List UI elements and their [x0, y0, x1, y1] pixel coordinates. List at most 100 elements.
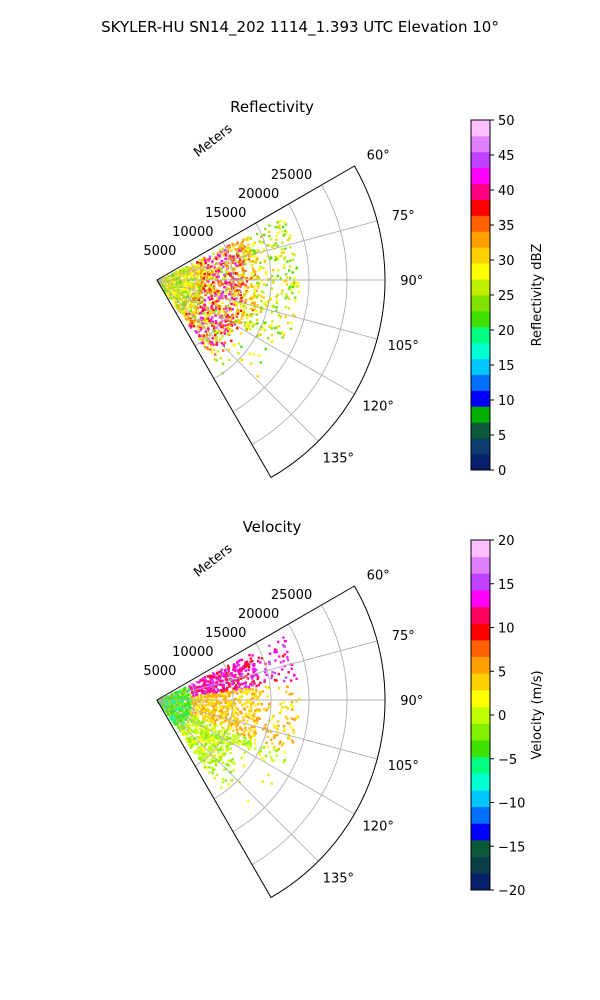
radar-gate [277, 672, 280, 676]
radar-gate [175, 715, 178, 718]
radar-gate [171, 296, 174, 299]
radar-gate [242, 731, 246, 734]
radar-gate [212, 713, 216, 716]
radar-gate [288, 236, 291, 240]
radar-gate [277, 269, 280, 272]
radar-gate [191, 687, 195, 690]
radar-gate [235, 315, 239, 318]
radar-gate [217, 731, 221, 734]
radar-gate [258, 276, 261, 280]
radar-gate [233, 718, 236, 722]
radar-gate [169, 699, 172, 702]
radar-gate [237, 733, 240, 736]
colorbar-segment [471, 756, 490, 774]
radar-gate [203, 765, 207, 769]
radar-gate [211, 710, 215, 714]
radar-gate [281, 706, 284, 709]
radar-gate [229, 274, 232, 277]
radar-gate [200, 275, 203, 279]
radar-gate [271, 274, 274, 278]
radar-gate [280, 251, 284, 255]
radar-gate [224, 328, 227, 331]
radar-gate [191, 683, 194, 686]
radar-gate [239, 300, 242, 303]
radar-gate [219, 723, 222, 726]
radar-gate [215, 359, 218, 362]
radar-gate [190, 736, 193, 739]
radar-gate [227, 283, 231, 286]
radar-gate [195, 686, 198, 689]
radar-gate [197, 711, 201, 714]
radar-gate [232, 699, 236, 702]
radar-gate [205, 694, 208, 697]
radar-gate [182, 295, 185, 299]
radar-gate [196, 266, 199, 269]
colorbar-tick-label: 45 [498, 149, 515, 164]
radar-gate [198, 265, 201, 269]
radar-gate [226, 702, 230, 705]
radar-gate [197, 752, 200, 756]
radar-gate [175, 717, 178, 720]
radar-gate [180, 299, 184, 302]
radar-gate [248, 654, 251, 657]
radar-gate [265, 741, 268, 745]
grid-arc [251, 184, 348, 445]
radar-gate [234, 678, 237, 681]
radar-gate [222, 742, 225, 745]
radar-gate [238, 685, 241, 689]
radar-gate [196, 736, 199, 739]
radar-gate [181, 297, 184, 300]
radar-gate [189, 700, 192, 703]
radar-gate [218, 307, 221, 310]
radar-gate [214, 277, 218, 281]
radar-gate [179, 713, 182, 716]
radar-gate [284, 229, 287, 233]
radar-gate [223, 341, 227, 344]
radar-gate [180, 274, 183, 277]
radar-gate [240, 345, 243, 348]
radar-gate [215, 270, 218, 273]
radar-gate [213, 311, 216, 314]
radar-gate [283, 256, 287, 259]
radar-gate [221, 778, 225, 781]
radar-gate [255, 296, 259, 299]
radar-gate [200, 296, 204, 299]
radar-gate [287, 736, 291, 739]
radar-gate [184, 689, 187, 692]
radar-gate [201, 301, 205, 305]
radar-gate [171, 710, 174, 714]
radar-gate [226, 326, 229, 329]
radar-gate [218, 304, 221, 308]
colorbar-segment [471, 167, 490, 185]
radar-gate [214, 703, 217, 706]
radar-gate [198, 724, 201, 727]
radar-gate [270, 676, 273, 680]
radar-gate [219, 357, 222, 360]
radar-gate [198, 689, 202, 692]
radar-gate [206, 347, 210, 351]
radar-gate [244, 736, 247, 740]
radar-gate [171, 279, 174, 283]
radar-gate [238, 672, 241, 676]
radar-gate [235, 297, 238, 300]
radar-gate [201, 694, 204, 698]
radar-gate [182, 272, 185, 276]
radar-gate [200, 678, 203, 682]
radar-gate [174, 287, 177, 291]
radar-gate [254, 747, 257, 750]
radar-gate [253, 734, 256, 737]
radar-gate [274, 659, 277, 662]
radar-gate [169, 297, 172, 300]
radar-gate [193, 305, 197, 308]
radar-gate [177, 696, 180, 699]
radar-gate [183, 302, 186, 305]
radar-gate [226, 270, 229, 274]
radar-gate [243, 664, 246, 668]
radar-gate [243, 245, 247, 249]
radar-gate [199, 328, 203, 331]
radar-gate [176, 279, 180, 282]
radar-gate [290, 701, 294, 704]
radar-gate [174, 697, 177, 700]
radar-gate [254, 732, 257, 735]
radar-gate [222, 712, 225, 715]
